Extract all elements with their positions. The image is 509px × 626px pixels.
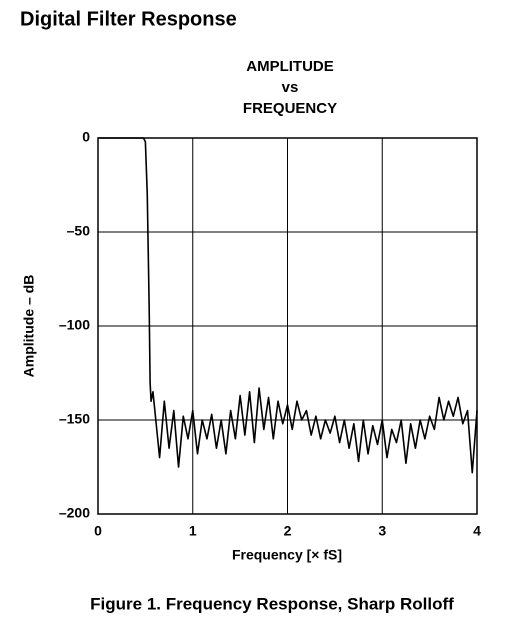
y-tick-label: –200 — [59, 505, 90, 521]
x-tick-label: 1 — [189, 523, 197, 539]
x-axis-label: Frequency [× fS] — [232, 547, 342, 563]
y-tick-label: 0 — [82, 129, 90, 145]
x-tick-label: 2 — [284, 523, 292, 539]
chart-title: vs — [282, 79, 299, 96]
y-tick-label: –50 — [67, 223, 91, 239]
heading: Digital Filter Response — [20, 8, 237, 30]
plot-frame — [97, 137, 478, 515]
chart-title: AMPLITUDE — [246, 58, 334, 75]
x-tick-label: 3 — [378, 523, 386, 539]
y-tick-label: –100 — [59, 317, 90, 333]
y-tick-label: –150 — [59, 411, 90, 427]
x-tick-label: 0 — [94, 523, 102, 539]
response-line — [98, 137, 478, 474]
y-axis-label: Amplitude – dB — [21, 275, 37, 378]
chart-title: FREQUENCY — [243, 100, 337, 117]
x-tick-label: 4 — [473, 523, 481, 539]
caption: Figure 1. Frequency Response, Sharp Roll… — [90, 594, 454, 613]
